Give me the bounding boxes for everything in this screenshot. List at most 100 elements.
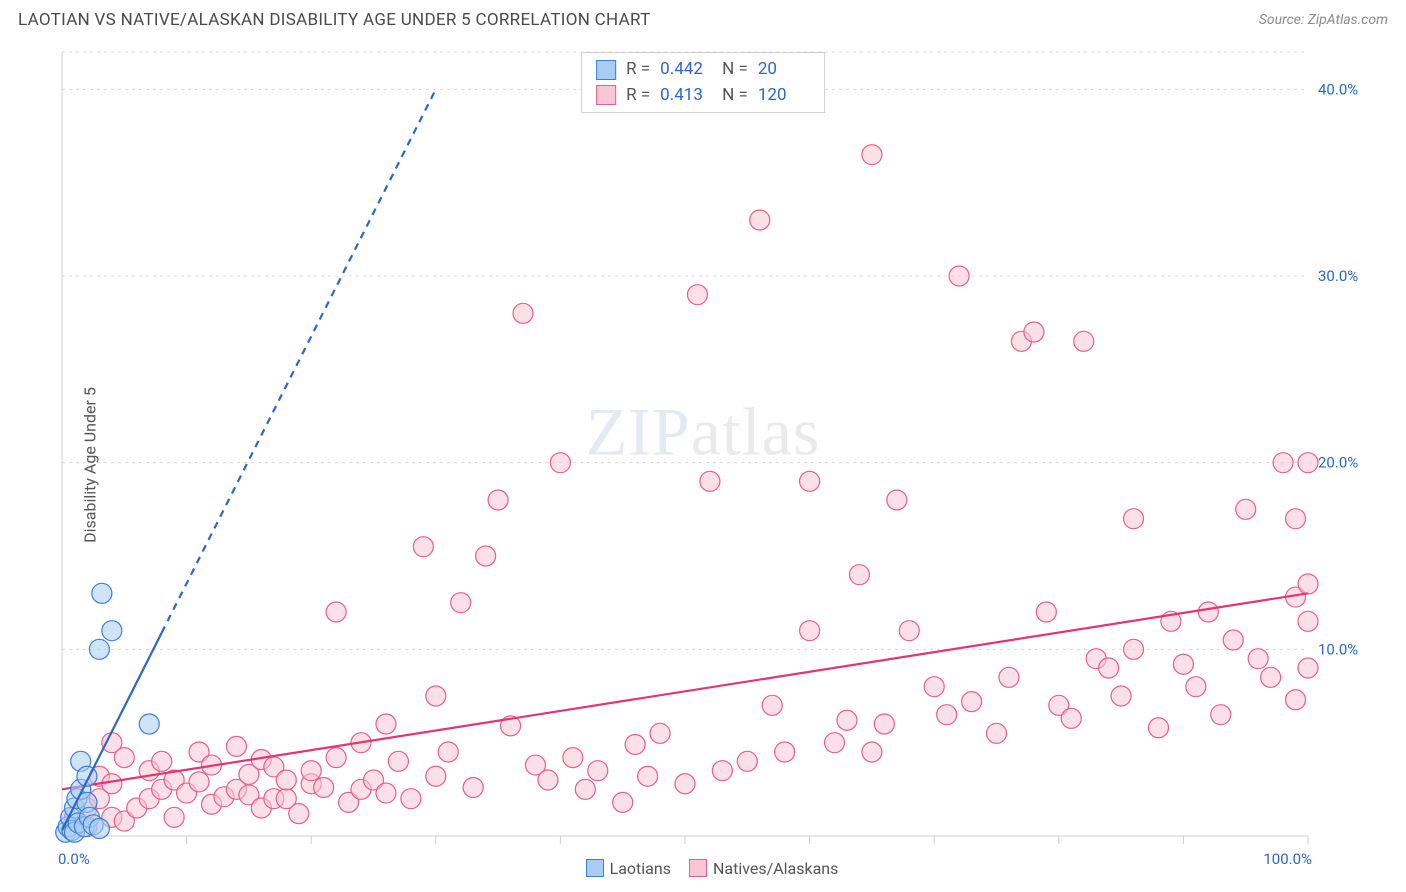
data-point	[1223, 630, 1243, 650]
data-point	[1024, 322, 1044, 342]
data-point	[937, 705, 957, 725]
data-point	[426, 686, 446, 706]
data-point	[613, 792, 633, 812]
data-point	[426, 766, 446, 786]
scatter-plot-svg: 10.0%20.0%30.0%40.0%0.0%100.0%	[18, 48, 1388, 882]
data-point	[1273, 453, 1293, 473]
correlation-stats-legend: R = 0.442 N = 20R =0.413N =120	[581, 52, 825, 113]
data-point	[401, 789, 421, 809]
data-point	[1298, 611, 1318, 631]
data-point	[388, 751, 408, 771]
data-point	[376, 783, 396, 803]
data-point	[1286, 509, 1306, 529]
legend-swatch	[596, 60, 616, 80]
data-point	[712, 761, 732, 781]
legend-swatch	[596, 85, 616, 105]
n-label: N =	[722, 57, 748, 83]
data-point	[999, 667, 1019, 687]
data-point	[189, 772, 209, 792]
data-point	[413, 537, 433, 557]
source-name: ZipAtlas.com	[1308, 12, 1388, 28]
data-point	[1236, 499, 1256, 519]
data-point	[1186, 677, 1206, 697]
svg-text:30.0%: 30.0%	[1318, 267, 1358, 285]
data-point	[563, 748, 583, 768]
data-point	[862, 145, 882, 165]
data-point	[575, 779, 595, 799]
data-point	[887, 490, 907, 510]
svg-text:10.0%: 10.0%	[1318, 640, 1358, 658]
data-point	[92, 583, 112, 603]
data-point	[737, 751, 757, 771]
data-point	[1198, 602, 1218, 622]
chart-source: Source: ZipAtlas.com	[1259, 12, 1388, 28]
data-point	[1298, 574, 1318, 594]
data-point	[1298, 658, 1318, 678]
y-axis-label: Disability Age Under 5	[80, 387, 99, 543]
data-point	[874, 714, 894, 734]
data-point	[800, 621, 820, 641]
data-point	[538, 770, 558, 790]
data-point	[513, 303, 533, 323]
legend-label: Laotians	[610, 859, 671, 878]
data-point	[164, 807, 184, 827]
data-point	[837, 710, 857, 730]
data-point	[825, 733, 845, 753]
data-point	[326, 748, 346, 768]
r-label: R =	[626, 83, 650, 109]
data-point	[289, 804, 309, 824]
data-point	[102, 774, 122, 794]
data-point	[1261, 667, 1281, 687]
legend-swatch	[689, 859, 707, 877]
data-point	[451, 593, 471, 613]
data-point	[152, 751, 172, 771]
data-point	[1061, 708, 1081, 728]
data-point	[1148, 718, 1168, 738]
legend-swatch	[586, 859, 604, 877]
data-point	[1099, 658, 1119, 678]
data-point	[226, 736, 246, 756]
data-point	[476, 546, 496, 566]
data-point	[899, 621, 919, 641]
data-point	[438, 742, 458, 762]
data-point	[1124, 509, 1144, 529]
data-point	[1111, 686, 1131, 706]
data-point	[1173, 654, 1193, 674]
r-value: 0.442	[660, 57, 712, 83]
data-point	[762, 695, 782, 715]
data-point	[550, 453, 570, 473]
data-point	[638, 766, 658, 786]
data-point	[687, 285, 707, 305]
series-legend: Laotians Natives/Alaskans	[18, 859, 1388, 878]
legend-stats-row: R =0.442N =20	[596, 57, 810, 83]
data-point	[700, 471, 720, 491]
data-point	[750, 210, 770, 230]
legend-stats-row: R =0.413N =120	[596, 83, 810, 109]
data-point	[588, 761, 608, 781]
n-value: 20	[758, 57, 810, 83]
chart-title: LAOTIAN VS NATIVE/ALASKAN DISABILITY AGE…	[18, 10, 651, 30]
n-value: 120	[758, 83, 810, 109]
data-point	[488, 490, 508, 510]
data-point	[1124, 639, 1144, 659]
data-point	[139, 714, 159, 734]
source-prefix: Source:	[1259, 12, 1308, 28]
data-point	[114, 748, 134, 768]
data-point	[102, 621, 122, 641]
data-point	[775, 742, 795, 762]
legend-label: Natives/Alaskans	[713, 859, 838, 878]
svg-text:20.0%: 20.0%	[1318, 454, 1358, 472]
data-point	[962, 692, 982, 712]
data-point	[326, 602, 346, 622]
data-point	[675, 774, 695, 794]
data-point	[849, 565, 869, 585]
data-point	[314, 777, 334, 797]
svg-text:40.0%: 40.0%	[1318, 80, 1358, 98]
data-point	[89, 819, 109, 839]
data-point	[1036, 602, 1056, 622]
data-point	[650, 723, 670, 743]
chart-area: Disability Age Under 5 ZIPatlas 10.0%20.…	[18, 48, 1388, 882]
data-point	[1298, 453, 1318, 473]
chart-header: LAOTIAN VS NATIVE/ALASKAN DISABILITY AGE…	[0, 0, 1406, 36]
data-point	[376, 714, 396, 734]
